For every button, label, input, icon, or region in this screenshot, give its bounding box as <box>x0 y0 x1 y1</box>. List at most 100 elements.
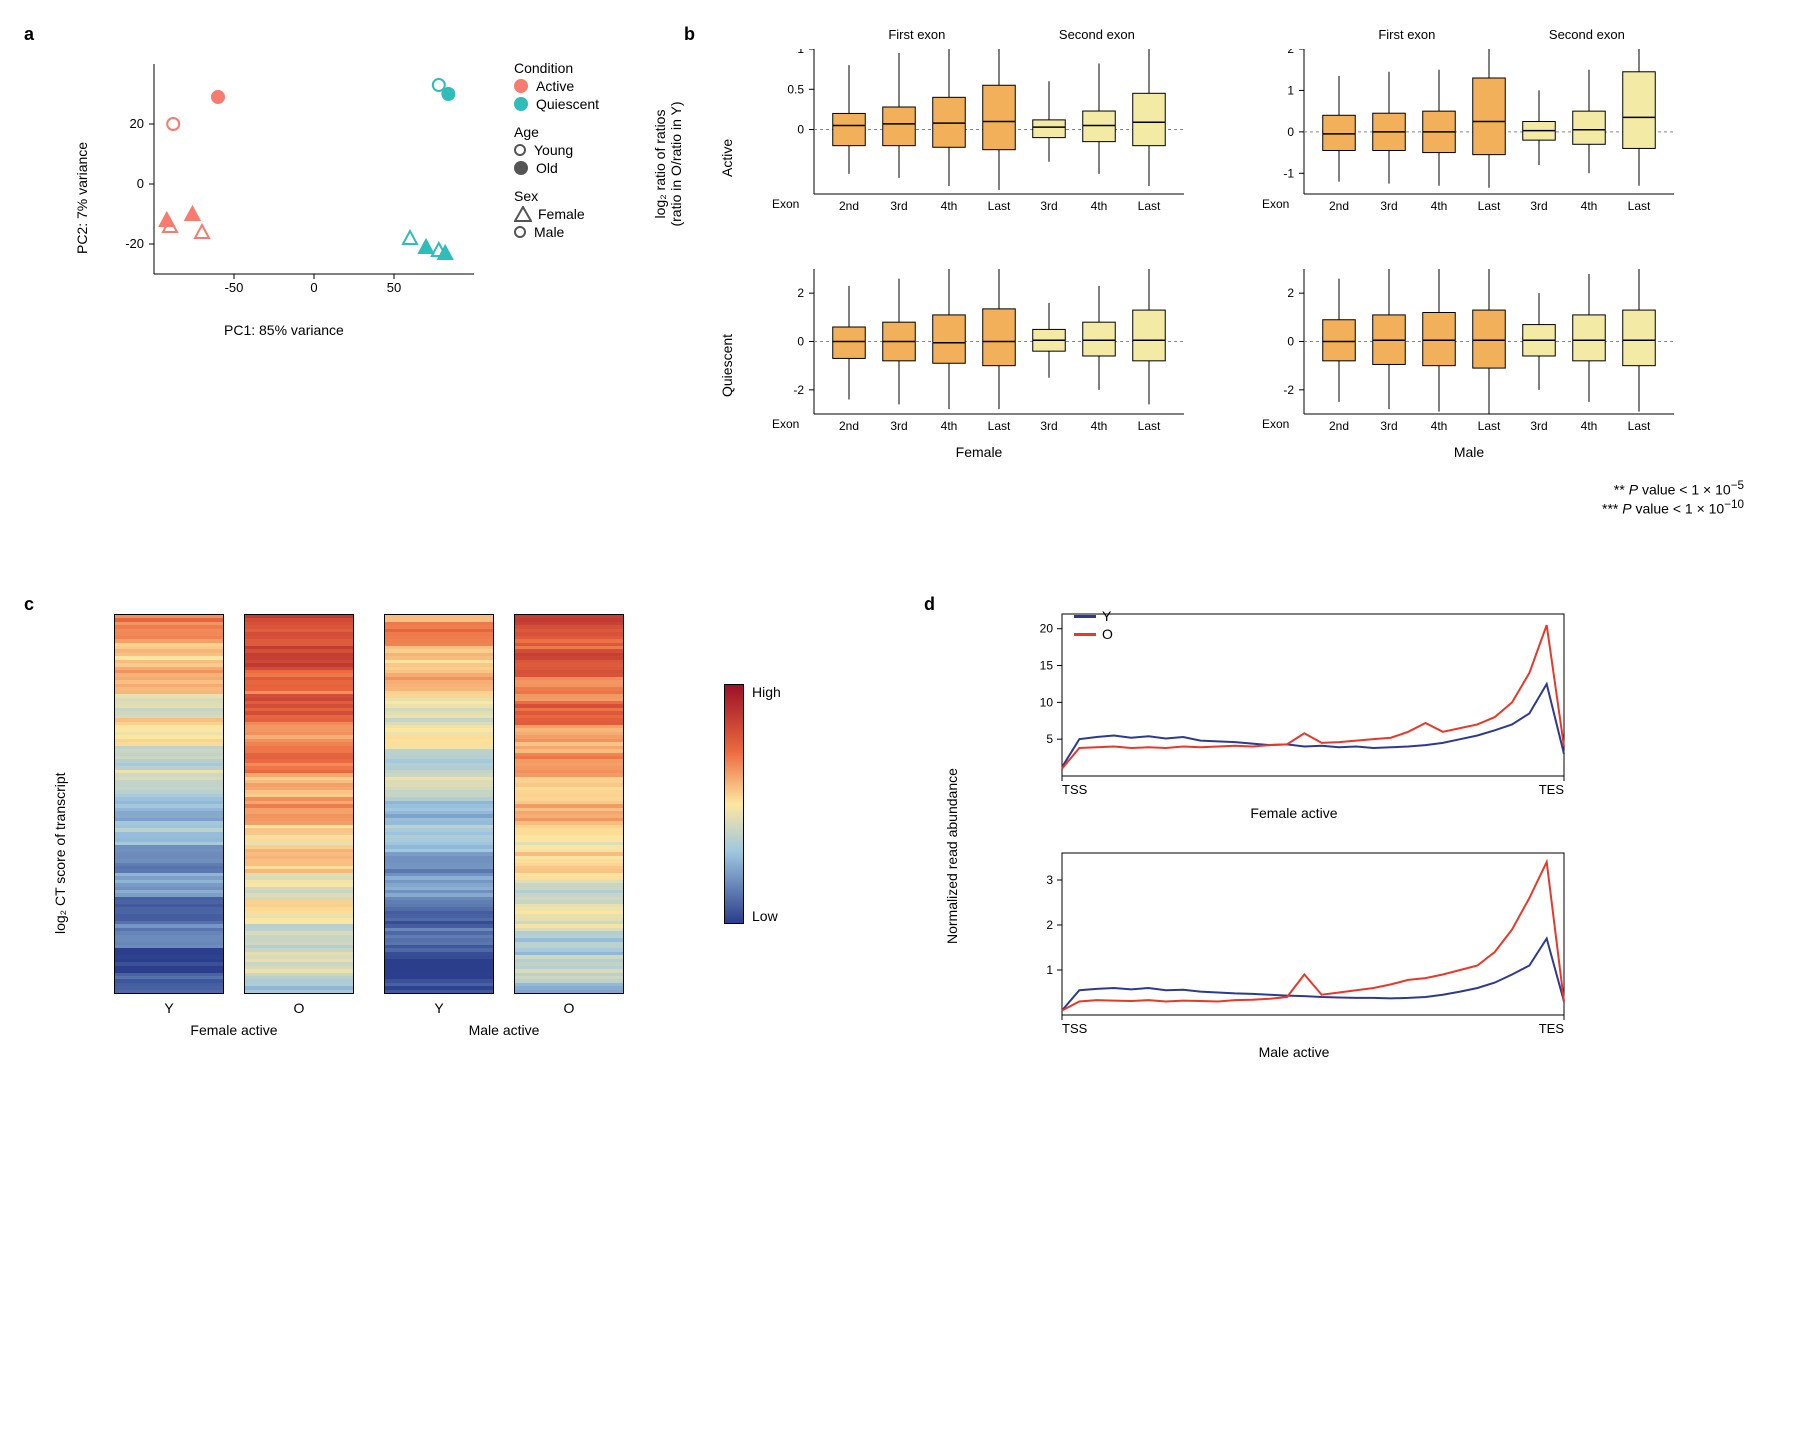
legend-sex-title: Sex <box>514 188 599 204</box>
pca-ylabel: PC2: 7% variance <box>74 142 90 254</box>
boxplot-subplot: -10122nd3rd4th***Last3rd4th***Last <box>1264 49 1674 219</box>
svg-text:20: 20 <box>130 116 144 131</box>
pca-point <box>403 231 417 244</box>
svg-text:0: 0 <box>1287 125 1294 139</box>
svg-text:Last: Last <box>1138 199 1161 213</box>
panel-a-label: a <box>24 24 34 45</box>
svg-text:2: 2 <box>1287 49 1294 56</box>
pca-point <box>195 225 209 238</box>
line-charts: YO5101520TSSTESFemale active123TSSTESMal… <box>1014 604 1574 1060</box>
heatmap-column <box>244 614 354 994</box>
pca-xlabel: PC1: 85% variance <box>224 322 344 338</box>
svg-text:3rd: 3rd <box>1040 419 1057 433</box>
legend-item: Active <box>514 78 599 94</box>
line-legend: YO <box>1074 606 1113 644</box>
pca-point <box>167 118 179 130</box>
panel-b-label: b <box>684 24 695 45</box>
svg-text:3: 3 <box>1046 873 1053 887</box>
svg-text:4th: 4th <box>941 419 958 433</box>
svg-text:4th: 4th <box>1431 419 1448 433</box>
svg-text:2nd: 2nd <box>1329 419 1349 433</box>
svg-text:-50: -50 <box>225 280 244 295</box>
sig-note-2: *** P value < 1 × 10−10 <box>1602 498 1744 517</box>
legend-condition-title: Condition <box>514 60 599 76</box>
heatmap-column <box>114 614 224 994</box>
svg-text:-1: -1 <box>1283 166 1294 180</box>
pca-point <box>442 88 454 100</box>
svg-text:15: 15 <box>1040 659 1054 673</box>
svg-text:3rd: 3rd <box>1530 199 1547 213</box>
heatmap: Y OFemale active Y OMale active <box>114 614 624 1038</box>
legend-item: Quiescent <box>514 96 599 112</box>
panel-b: b log₂ ratio of ratios (ratio in O/ratio… <box>684 24 1764 544</box>
svg-text:3rd: 3rd <box>1380 419 1397 433</box>
boxplot-grid: First exon Second exon00.51***2nd***3rd*… <box>774 29 1674 479</box>
panel-a: a -50 0 50 -20 0 20 PC1: 85% variance PC2: 7%… <box>24 24 684 384</box>
line-subplot: 123TSSTES <box>1014 843 1574 1043</box>
pca-point <box>438 246 452 259</box>
legend-item: Old <box>514 160 599 176</box>
svg-text:4th: 4th <box>941 199 958 213</box>
svg-text:1: 1 <box>1287 83 1294 97</box>
svg-text:3rd: 3rd <box>1530 419 1547 433</box>
svg-text:1: 1 <box>1046 963 1053 977</box>
svg-text:20: 20 <box>1040 622 1054 636</box>
svg-text:5: 5 <box>1046 732 1053 746</box>
svg-text:2: 2 <box>1046 918 1053 932</box>
panel-c-ylabel: log₂ CT score of transcript <box>52 772 68 934</box>
pca-point <box>212 91 224 103</box>
svg-text:-2: -2 <box>1283 383 1294 397</box>
colorbar-low: Low <box>752 908 781 924</box>
legend-age-title: Age <box>514 124 599 140</box>
heatmap-column <box>384 614 494 994</box>
svg-text:3rd: 3rd <box>1380 199 1397 213</box>
svg-text:2nd: 2nd <box>1329 199 1349 213</box>
svg-text:0: 0 <box>1287 335 1294 349</box>
svg-text:1: 1 <box>797 49 804 56</box>
svg-text:3rd: 3rd <box>1040 199 1057 213</box>
legend-item: Female <box>514 206 599 222</box>
panel-d: d Normalized read abundance YO5101520TSS… <box>924 594 1744 1114</box>
pca-point <box>433 79 445 91</box>
svg-text:0: 0 <box>797 335 804 349</box>
svg-text:2: 2 <box>797 286 804 300</box>
pca-point <box>185 207 199 220</box>
svg-text:2: 2 <box>1287 286 1294 300</box>
heatmap-column <box>514 614 624 994</box>
svg-text:TES: TES <box>1539 782 1565 797</box>
svg-text:Last: Last <box>1478 199 1501 213</box>
heatmap-colorbar: High Low <box>724 684 781 924</box>
svg-text:4th: 4th <box>1431 199 1448 213</box>
svg-text:Last: Last <box>1628 419 1651 433</box>
pca-point <box>419 240 433 253</box>
panel-b-ylabel2: (ratio in O/ratio in Y) <box>668 34 684 294</box>
svg-text:4th: 4th <box>1581 199 1598 213</box>
svg-text:-20: -20 <box>125 236 144 251</box>
boxplot-subplot: -2 0 2 2nd 3rd 4th Last 3rd 4th Last <box>1264 269 1674 439</box>
svg-text:4th: 4th <box>1091 419 1108 433</box>
svg-text:-2: -2 <box>793 383 804 397</box>
svg-text:0: 0 <box>797 123 804 137</box>
colorbar-high: High <box>752 684 781 700</box>
svg-text:Last: Last <box>1478 419 1501 433</box>
svg-text:2nd: 2nd <box>839 419 859 433</box>
svg-text:Last: Last <box>988 199 1011 213</box>
svg-text:3rd: 3rd <box>890 419 907 433</box>
panel-c: c log₂ CT score of transcript Y OFemale … <box>24 594 924 1114</box>
svg-text:0: 0 <box>137 176 144 191</box>
svg-text:2nd: 2nd <box>839 199 859 213</box>
panel-d-label: d <box>924 594 935 615</box>
svg-text:Last: Last <box>1138 419 1161 433</box>
legend-item: Male <box>514 224 599 240</box>
svg-text:0: 0 <box>310 280 317 295</box>
svg-text:4th: 4th <box>1581 419 1598 433</box>
panel-d-ylabel: Normalized read abundance <box>944 768 960 944</box>
svg-text:0.5: 0.5 <box>787 82 804 96</box>
svg-text:Last: Last <box>988 419 1011 433</box>
svg-text:Last: Last <box>1628 199 1651 213</box>
pca-legend: Condition ActiveQuiescent Age YoungOld S… <box>514 54 599 242</box>
svg-text:50: 50 <box>387 280 401 295</box>
svg-text:10: 10 <box>1040 695 1054 709</box>
pca-scatter: -50 0 50 -20 0 20 <box>104 54 484 314</box>
sig-note-1: ** P value < 1 × 10−5 <box>1602 479 1744 498</box>
